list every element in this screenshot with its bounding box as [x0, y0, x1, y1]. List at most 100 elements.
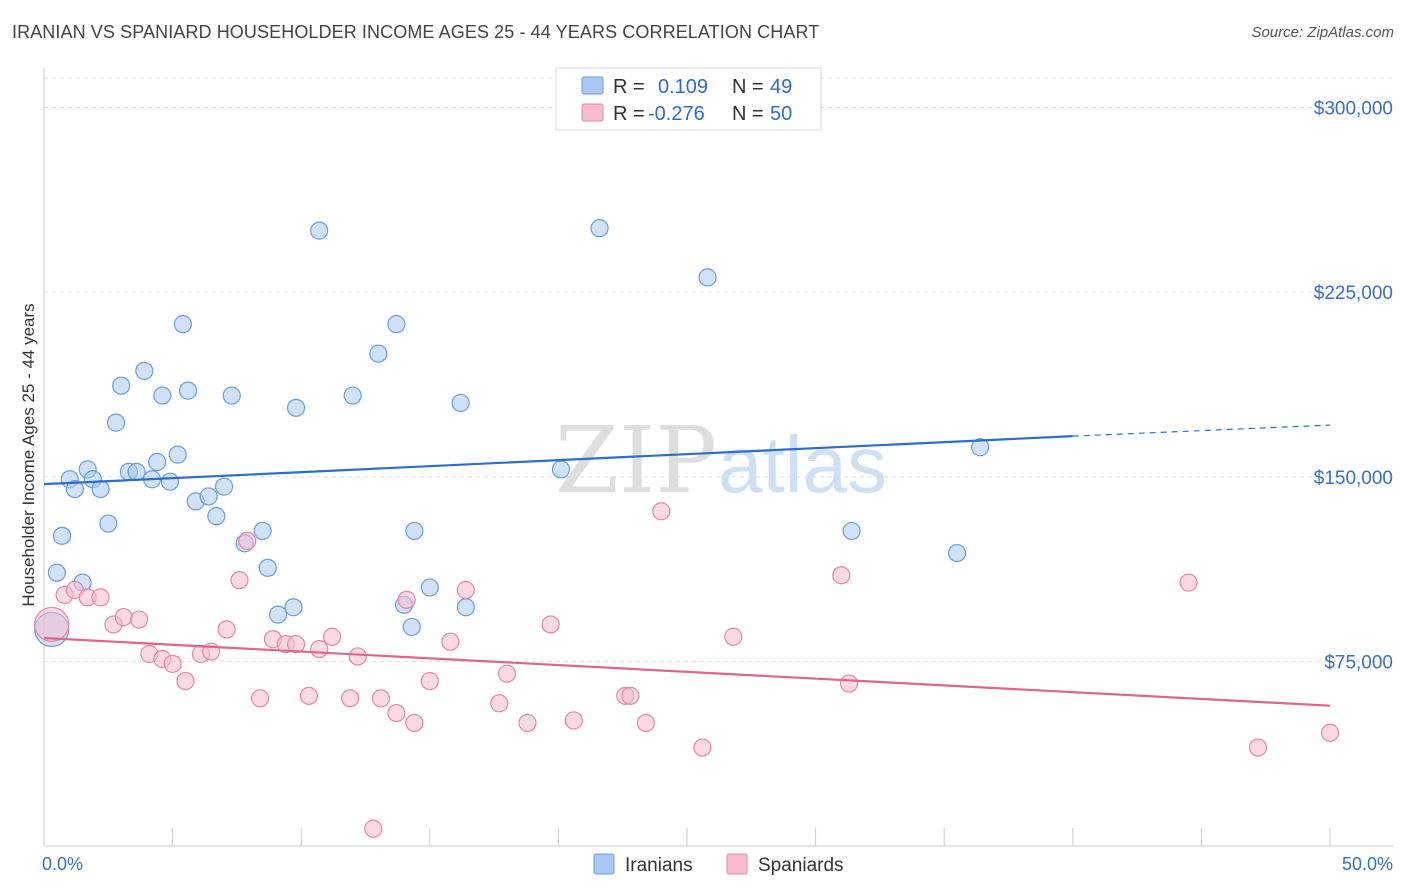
- point-iranians-44: [590, 219, 609, 238]
- point-iranians-45: [698, 268, 717, 287]
- point-iranians-40: [420, 578, 439, 597]
- point-iranians-48: [971, 438, 990, 457]
- point-spaniards-15: [230, 571, 249, 590]
- point-iranians-14: [135, 361, 154, 381]
- point-iranians-31: [284, 598, 303, 617]
- point-spaniards-31: [420, 671, 439, 691]
- point-spaniards-37: [541, 615, 560, 634]
- point-iranians-26: [222, 386, 241, 405]
- point-spaniards-21: [299, 686, 319, 705]
- y-axis-label: Householder Income Ages 25 - 44 years: [19, 303, 38, 606]
- bottom-legend-swatch-spaniards: [726, 853, 748, 875]
- bottom-legend-label-spaniards: Spaniards: [758, 855, 844, 876]
- legend-r-value-iranians: 0.109: [658, 76, 708, 98]
- point-iranians-39: [402, 617, 421, 637]
- point-spaniards-7: [130, 610, 149, 629]
- point-spaniards-38: [564, 711, 583, 730]
- point-iranians-19: [168, 445, 187, 464]
- point-iranians-21: [178, 381, 198, 400]
- point-iranians-17: [153, 386, 172, 405]
- point-spaniards-49: [1320, 723, 1340, 742]
- point-spaniards-44: [724, 627, 743, 646]
- point-spaniards-27: [371, 689, 391, 708]
- point-iranians-30: [268, 605, 288, 624]
- point-spaniards-45: [832, 566, 851, 585]
- watermark-atlas: atlas: [718, 420, 887, 509]
- point-iranians-13: [127, 462, 146, 481]
- trend-line-iranians-extension: [1072, 424, 1331, 437]
- y-tick-label-1: $150,000: [1314, 468, 1393, 489]
- point-iranians-8: [91, 479, 110, 499]
- bottom-legend-label-iranians: Iranians: [625, 855, 693, 876]
- legend-r-value-spaniards: -0.276: [648, 103, 705, 125]
- point-spaniards-26: [364, 819, 383, 838]
- point-spaniards-29: [397, 590, 416, 609]
- point-spaniards-24: [340, 689, 360, 708]
- chart-source: Source: ZipAtlas.com: [1251, 24, 1394, 41]
- point-spaniards-20: [286, 635, 306, 654]
- bottom-legend-swatch-iranians: [593, 853, 615, 875]
- trend-layer: [43, 424, 1331, 707]
- point-spaniards-11: [176, 671, 195, 691]
- trend-line-iranians: [43, 435, 1073, 486]
- point-spaniards-33: [456, 580, 475, 600]
- legend-r-label-spaniards: R =: [613, 103, 645, 125]
- point-spaniards-48: [1248, 738, 1268, 757]
- point-iranians-28: [253, 521, 272, 541]
- point-spaniards-34: [490, 694, 509, 713]
- point-iranians-25: [214, 477, 234, 496]
- point-spaniards-32: [441, 632, 460, 651]
- legend-n-value-spaniards: 50: [770, 103, 792, 125]
- point-iranians-41: [451, 393, 470, 413]
- point-spaniards-36: [518, 713, 537, 733]
- y-tick-label-3: $300,000: [1314, 99, 1393, 120]
- point-spaniards-25: [348, 647, 367, 666]
- legend-n-label-iranians: N =: [732, 76, 764, 98]
- point-iranians-4: [65, 479, 84, 499]
- point-iranians-1: [47, 563, 66, 582]
- point-iranians-42: [456, 598, 475, 617]
- x-tick-label-min: 0.0%: [42, 854, 83, 874]
- x-tick-label-max: 50.0%: [1342, 854, 1393, 874]
- point-iranians-32: [286, 398, 306, 417]
- point-spaniards-40: [621, 686, 640, 705]
- point-spaniards-17: [250, 689, 270, 708]
- point-iranians-20: [173, 315, 192, 334]
- point-iranians-38: [405, 521, 424, 541]
- point-iranians-11: [112, 376, 131, 395]
- point-iranians-10: [106, 413, 126, 432]
- point-iranians-24: [207, 507, 226, 526]
- point-spaniards-41: [636, 713, 655, 733]
- legend-swatch-spaniards: [581, 103, 604, 122]
- point-spaniards-28: [387, 703, 406, 723]
- legend-swatch-iranians: [581, 76, 604, 95]
- point-spaniards-0: [34, 606, 70, 643]
- point-spaniards-23: [322, 627, 342, 646]
- point-spaniards-16: [238, 531, 257, 550]
- point-iranians-34: [343, 386, 362, 405]
- points-layer: [34, 219, 1340, 838]
- y-tick-label-2: $225,000: [1314, 283, 1393, 304]
- point-spaniards-14: [217, 620, 236, 639]
- legend: R = 0.109 N = 49 R = -0.276 N = 50: [555, 67, 822, 131]
- point-spaniards-43: [693, 738, 712, 757]
- legend-n-value-iranians: 49: [770, 76, 792, 98]
- legend-n-label-spaniards: N =: [732, 103, 764, 125]
- point-iranians-9: [99, 514, 118, 533]
- point-spaniards-30: [405, 713, 424, 733]
- point-spaniards-47: [1179, 573, 1198, 592]
- watermark-zip: ZIP: [555, 407, 717, 514]
- chart-title: IRANIAN VS SPANIARD HOUSEHOLDER INCOME A…: [12, 22, 820, 42]
- y-tick-labels: $75,000 $150,000 $225,000 $300,000: [1314, 99, 1393, 674]
- point-iranians-29: [258, 558, 277, 577]
- point-iranians-33: [310, 221, 329, 240]
- point-spaniards-6: [114, 607, 133, 627]
- point-iranians-47: [947, 543, 967, 563]
- axis-layer: [43, 68, 1393, 847]
- bottom-legend: Iranians Spaniards: [593, 853, 844, 876]
- y-tick-label-0: $75,000: [1324, 652, 1393, 673]
- point-iranians-23: [199, 487, 218, 506]
- trend-line-spaniards: [43, 636, 1331, 707]
- point-spaniards-42: [652, 502, 671, 521]
